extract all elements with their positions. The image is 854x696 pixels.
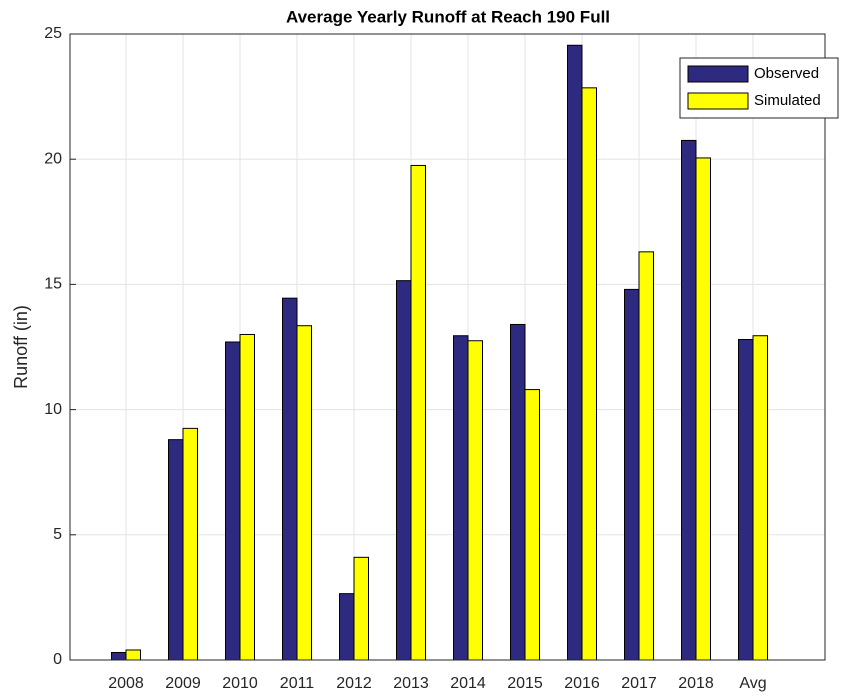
bar [453, 335, 469, 661]
bar [353, 556, 369, 661]
x-tick-label: 2009 [165, 675, 201, 692]
y-axis-label: Runoff (in) [11, 305, 31, 389]
legend-swatch [687, 92, 749, 110]
bar [339, 593, 355, 661]
bar [510, 323, 526, 661]
bar [752, 335, 768, 661]
bar [239, 333, 255, 661]
x-tick-label: 2013 [393, 675, 429, 692]
x-tick-label: Avg [739, 675, 766, 692]
bar [182, 427, 198, 661]
y-tick-label: 20 [44, 150, 62, 167]
x-tick-label: 2008 [108, 675, 144, 692]
bar [296, 325, 312, 661]
bar [396, 280, 412, 661]
x-tick-label: 2011 [280, 675, 315, 692]
axes-box [69, 33, 826, 661]
x-tick-label: 2014 [450, 675, 486, 692]
y-tick-label: 25 [44, 25, 62, 42]
y-tick-label: 5 [53, 526, 62, 543]
bar [638, 251, 654, 661]
chart-title: Average Yearly Runoff at Reach 190 Full [286, 7, 610, 26]
bar [168, 439, 184, 661]
bar [111, 651, 127, 661]
bar [695, 157, 711, 661]
x-tick-label: 2018 [678, 675, 714, 692]
bar [681, 139, 697, 661]
bar [738, 338, 754, 661]
bar [524, 389, 540, 661]
x-tick-label: 2015 [507, 675, 543, 692]
legend-label: Observed [754, 65, 819, 82]
y-tick-label: 10 [44, 401, 62, 418]
bar [624, 288, 640, 661]
y-tick-label: 0 [53, 651, 62, 668]
x-tick-label: 2010 [222, 675, 258, 692]
x-tick-label: 2012 [336, 675, 372, 692]
y-tick-label: 15 [44, 276, 62, 293]
bar [410, 164, 426, 661]
bar [467, 340, 483, 661]
x-tick-label: 2017 [621, 675, 657, 692]
bar [581, 87, 597, 661]
x-tick-label: 2016 [564, 675, 600, 692]
legend-label: Simulated [754, 92, 821, 109]
legend-swatch [687, 65, 749, 83]
bar [282, 297, 298, 661]
bar [225, 341, 241, 661]
bar [125, 649, 141, 661]
bar [567, 44, 583, 661]
